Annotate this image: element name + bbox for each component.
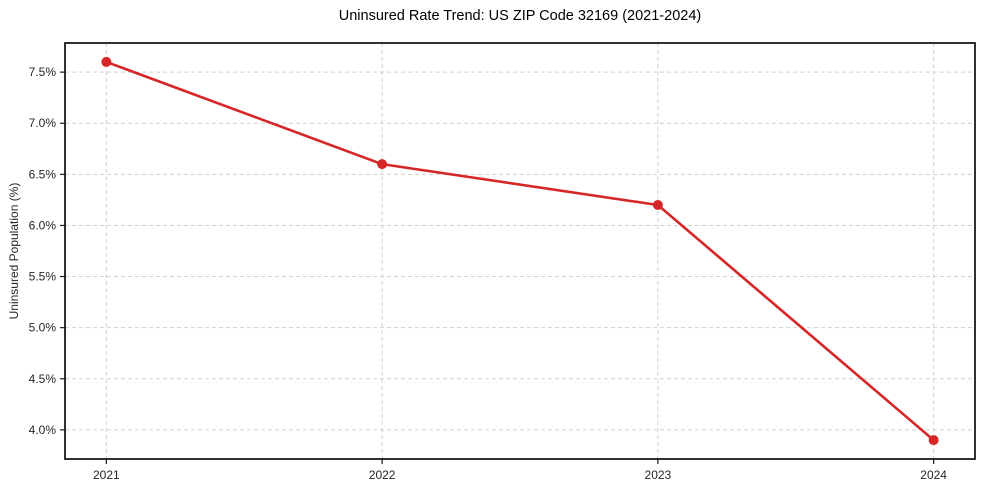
- chart-title: Uninsured Rate Trend: US ZIP Code 32169 …: [338, 8, 702, 24]
- y-tick-label: 7.5%: [29, 65, 57, 79]
- trend-line: [105, 60, 935, 442]
- y-tick-label: 6.5%: [29, 167, 57, 181]
- data-point: [652, 200, 663, 211]
- y-tick-label: 6.0%: [29, 218, 57, 232]
- y-tick-label: 4.0%: [29, 423, 57, 437]
- x-tick-label: 2022: [369, 468, 396, 482]
- data-point: [101, 56, 112, 67]
- x-tick-label: 2023: [645, 468, 672, 482]
- x-tick-label: 2021: [93, 468, 120, 482]
- y-tick-label: 5.5%: [29, 270, 57, 284]
- plot-border: [64, 42, 976, 460]
- x-tick-label: 2024: [920, 468, 947, 482]
- y-tick-label: 7.0%: [29, 116, 57, 130]
- data-point: [928, 435, 939, 446]
- y-tick-label: 4.5%: [29, 372, 57, 386]
- y-tick-label: 5.0%: [29, 321, 57, 335]
- data-point: [377, 159, 388, 170]
